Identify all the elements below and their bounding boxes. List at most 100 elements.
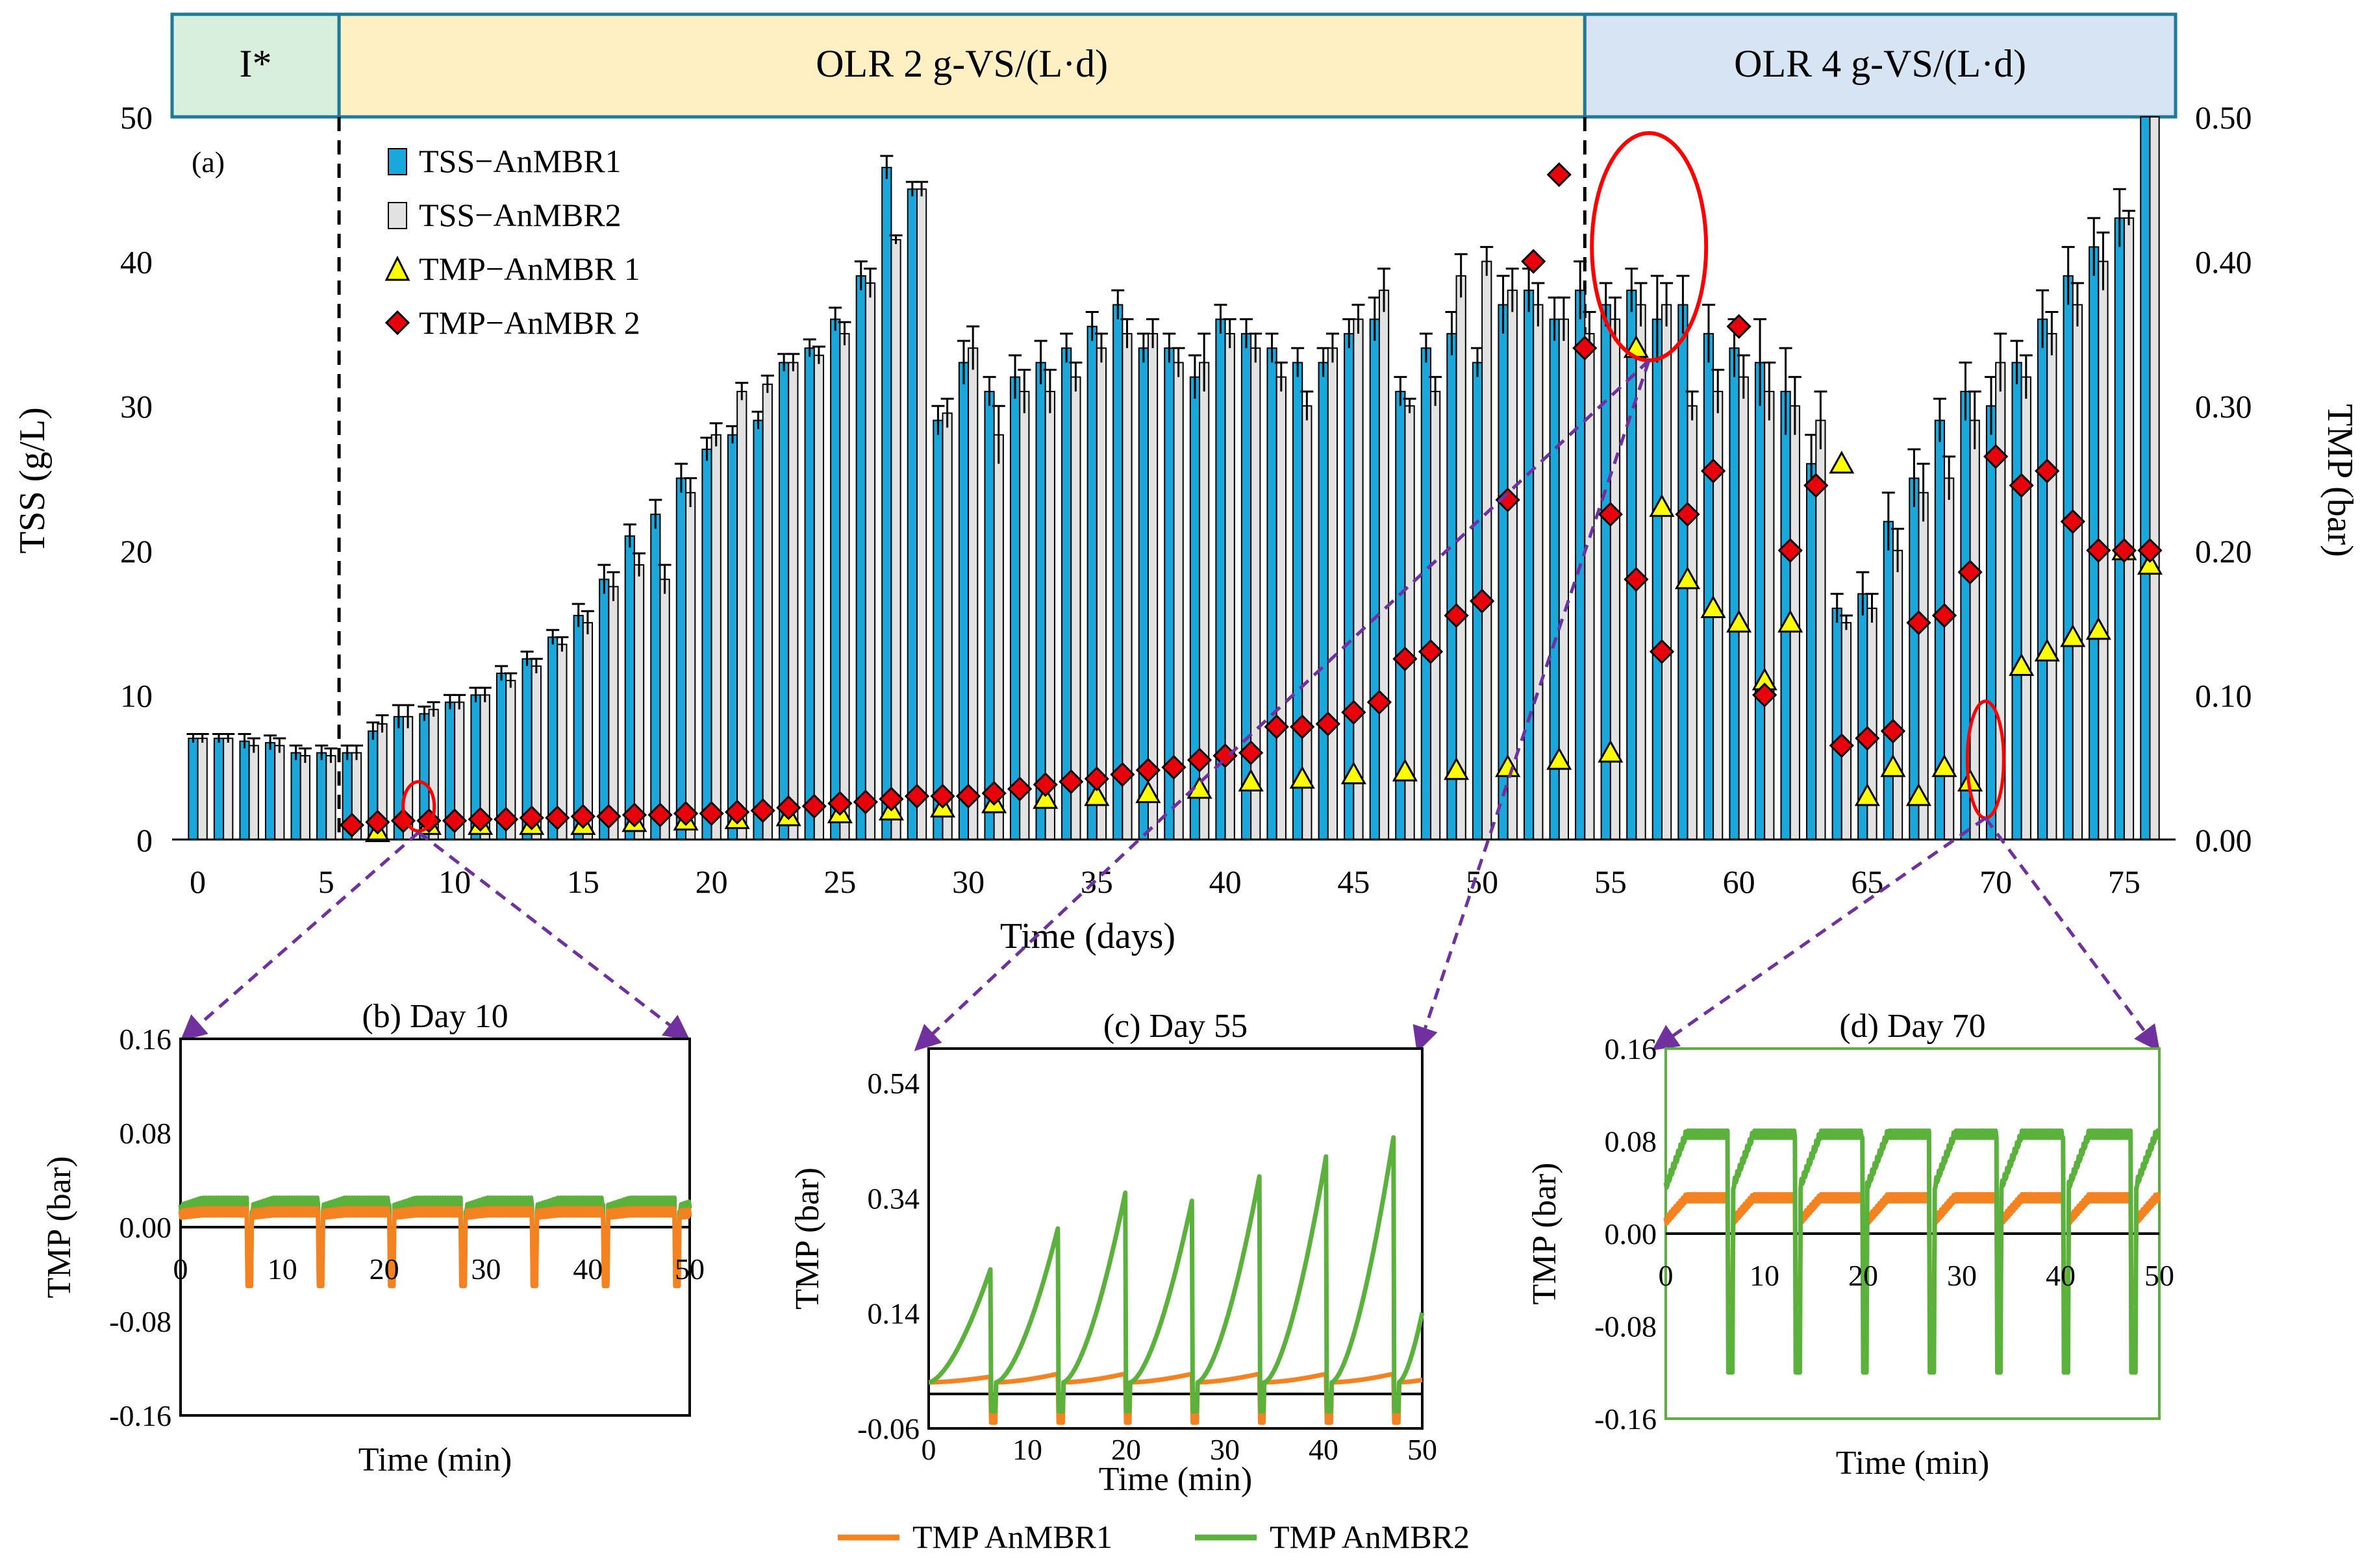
y-tick-label: -0.16 — [109, 1399, 171, 1432]
zoom-arrow — [1412, 360, 1651, 1053]
tmp2-marker — [494, 806, 519, 832]
x-tick-label: 50 — [2144, 1259, 2174, 1292]
y-tick-label: -0.06 — [857, 1412, 920, 1445]
tss2-bar — [1944, 477, 1955, 840]
tss1-bar — [1086, 325, 1098, 840]
phase-box — [337, 12, 1587, 119]
tmp2-marker — [519, 805, 544, 830]
tmp2-marker — [1906, 610, 1931, 636]
panel-title: (d) Day 70 — [1839, 1008, 1985, 1045]
tmp1-marker — [1033, 786, 1059, 809]
line-tmp2 — [1663, 1128, 2161, 1375]
tss2-bar — [223, 738, 234, 841]
tmp2-marker — [1392, 646, 1418, 671]
tss2-bar — [685, 492, 696, 840]
x-tick-label: 0 — [190, 864, 206, 900]
tmp2-marker — [1033, 772, 1058, 797]
legend-label: TSS−AnMBR1 — [419, 143, 621, 179]
tmp1-marker — [1854, 783, 1880, 806]
y-tick-label: 0.54 — [868, 1067, 920, 1100]
tss2-bar — [1044, 390, 1055, 840]
tss1-bar — [1523, 290, 1535, 840]
tmp2-marker — [1290, 714, 1315, 740]
tmp1-marker — [1880, 754, 1906, 777]
tmp2-marker — [827, 791, 853, 816]
tss2-bar — [839, 332, 850, 840]
legend-label: TMP−AnMBR 2 — [419, 305, 640, 341]
tss1-bar — [264, 741, 276, 841]
tss1-bar — [316, 752, 327, 840]
y-tick-label: 0.16 — [119, 1023, 172, 1056]
tss2-bar — [197, 738, 208, 841]
tss1-bar — [727, 434, 738, 840]
tss1-bar — [778, 362, 790, 840]
tss2-bar — [736, 390, 747, 840]
x-tick-label: 25 — [823, 864, 856, 900]
x-tick-label: 0 — [173, 1252, 188, 1286]
tss2-bar — [1764, 390, 1775, 840]
tmp2-marker — [1803, 473, 1829, 498]
tss2-bar — [274, 745, 285, 841]
tss2-bar — [1687, 405, 1698, 840]
tmp2-marker — [2060, 509, 2085, 534]
tss2-bar — [248, 745, 259, 841]
tmp1-marker — [1674, 566, 1701, 590]
x-tick-label: 50 — [1407, 1433, 1437, 1466]
x-tick-label: 50 — [1466, 864, 1498, 900]
tmp2-marker — [801, 793, 827, 819]
y-tick-label: 0 — [136, 822, 153, 858]
tmp2-marker — [1598, 502, 1623, 527]
tmp2-marker — [1700, 458, 1726, 484]
tmp2-marker — [1444, 603, 1469, 628]
legend-label: TSS−AnMBR2 — [419, 197, 621, 233]
plot-frame — [927, 1047, 1424, 1430]
tss2-bar — [1378, 290, 1390, 840]
line-tmp1 — [927, 1371, 1424, 1425]
tmp2-marker — [570, 804, 596, 829]
tmp2-marker — [930, 784, 955, 809]
tss2-bar — [1327, 347, 1338, 840]
x-axis-label: Time (min) — [358, 1441, 512, 1478]
tmp1-marker — [2034, 638, 2060, 662]
tmp2-marker — [2035, 458, 2060, 484]
tmp1-marker — [1444, 757, 1470, 780]
y2-tick-label: 0.30 — [2195, 388, 2252, 425]
tmp1-marker — [1392, 758, 1418, 782]
tmp1-marker — [1495, 754, 1521, 777]
tmp2-marker — [1110, 762, 1135, 787]
tss1-bar — [1985, 405, 1997, 840]
tss1-bar — [1292, 362, 1303, 840]
tmp2-marker — [879, 786, 904, 812]
panel-label-a: (a) — [192, 145, 225, 179]
tmp2-marker — [699, 801, 724, 827]
x-tick-label: 65 — [1851, 864, 1883, 900]
x-tick-label: 10 — [1750, 1259, 1779, 1292]
legend-swatch — [384, 310, 410, 336]
x-tick-label: 55 — [1594, 864, 1627, 900]
tss1-bar — [624, 535, 635, 840]
x-tick-label: 10 — [1012, 1433, 1042, 1466]
y-tick-label: 10 — [120, 677, 153, 714]
tss1-bar — [1626, 290, 1637, 840]
tmp2-marker — [2086, 538, 2111, 563]
tss2-bar — [1892, 549, 1903, 840]
legend-label: TMP−AnMBR 1 — [419, 251, 640, 287]
tss1-bar — [855, 275, 866, 840]
tmp2-marker — [1624, 567, 1649, 592]
legend-label: TMP AnMBR2 — [1270, 1519, 1470, 1555]
tmp2-marker — [545, 805, 570, 830]
x-tick-label: 40 — [1309, 1433, 1338, 1466]
x-axis-label: Time (min) — [1836, 1445, 1989, 1482]
tss1-bar — [1909, 477, 1920, 840]
tss1-bar — [1369, 318, 1380, 840]
tss1-bar — [1831, 607, 1842, 841]
y-axis-label: TMP (bar) — [41, 1156, 78, 1298]
highlight-day55 — [1590, 131, 1709, 362]
tss1-bar — [1420, 347, 1432, 840]
phase-box — [1583, 12, 2178, 119]
tmp1-marker — [1135, 780, 1161, 803]
tmp2-marker — [339, 812, 364, 838]
tss1-bar — [290, 752, 301, 840]
tss2-bar — [710, 434, 722, 840]
